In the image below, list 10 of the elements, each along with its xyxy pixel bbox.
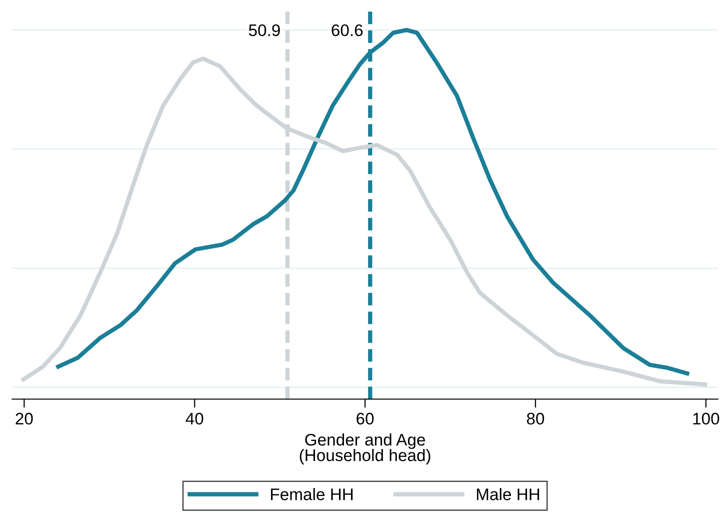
legend-label: Male HH [476,488,540,500]
ref-line-label: 60.6 [332,24,363,36]
legend-label: Female HH [271,488,353,500]
x-tick-label: 40 [186,412,204,425]
x-tick-label: 20 [16,412,33,425]
x-axis-title: Gender and Age (Household head) [300,433,430,464]
x-tick-label: 60 [356,412,374,425]
x-tick-label: 100 [693,412,720,425]
ref-line-label: 50.9 [248,24,280,36]
x-tick-label: 80 [526,412,544,425]
